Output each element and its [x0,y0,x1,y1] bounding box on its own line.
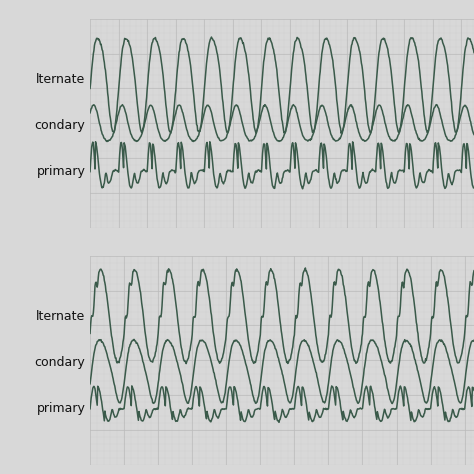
Text: condary: condary [35,119,85,132]
Text: lternate: lternate [36,73,85,86]
Text: primary: primary [36,402,85,415]
Text: condary: condary [35,356,85,369]
Text: lternate: lternate [36,310,85,323]
Text: primary: primary [36,165,85,178]
